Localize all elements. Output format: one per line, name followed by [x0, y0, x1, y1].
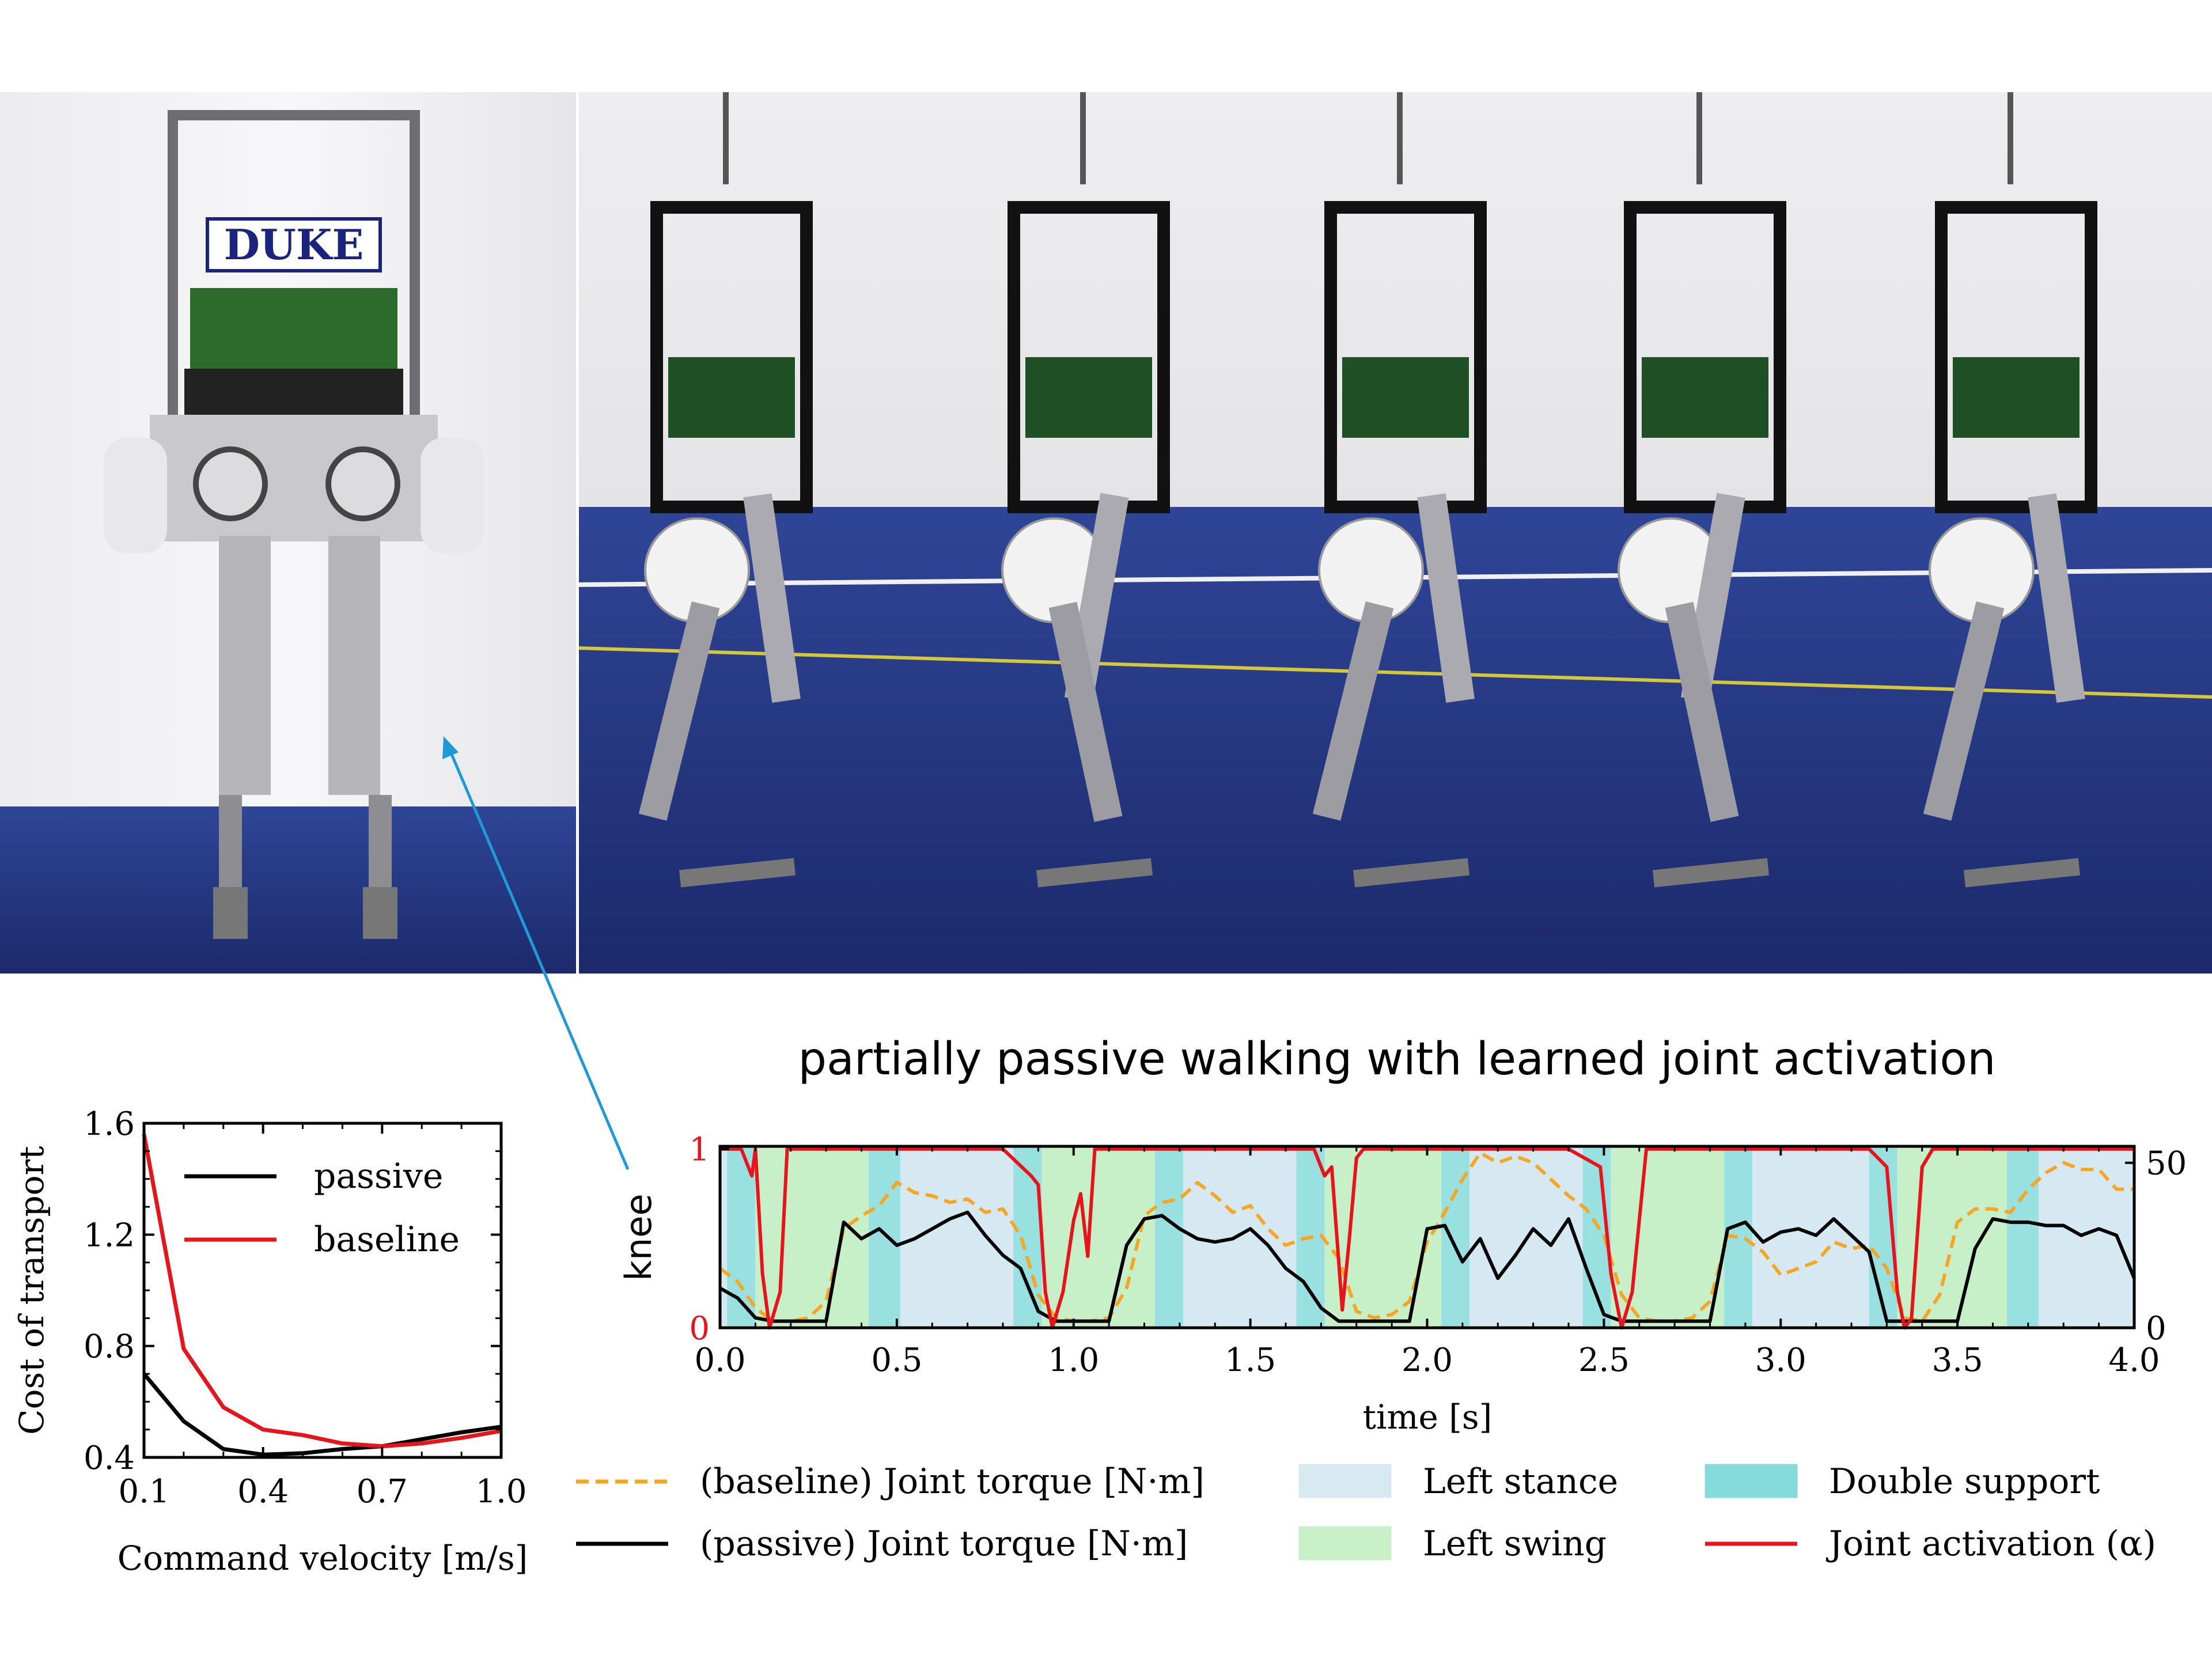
- c2-title: partially passive walking with learned j…: [798, 1033, 1995, 1085]
- robot-leg: [1417, 493, 1475, 703]
- robot-leg: [2028, 493, 2085, 703]
- c2-xtick-label: 0.0: [694, 1342, 745, 1379]
- robot-electronics: [1025, 357, 1152, 438]
- c1-legend: passive baseline: [184, 1156, 460, 1260]
- robot-foot: [1036, 858, 1153, 888]
- c2-xtick-label: 0.5: [871, 1342, 922, 1379]
- c1-xtick-label: 0.7: [357, 1473, 408, 1510]
- c2-legend-label: (baseline) Joint torque [N·m]: [700, 1461, 1205, 1502]
- cost-of-transport-chart: 0.1 0.4 0.7 1.00.40.81.21.6 Command velocit…: [12, 1105, 528, 1578]
- c2-xtick-label: 3.5: [1932, 1342, 1983, 1379]
- c1-xtick-label: 0.1: [118, 1473, 169, 1510]
- c2-phase-stance: [720, 1146, 728, 1328]
- robot-foot: [1652, 858, 1770, 888]
- c1-xtick-label: 1.0: [475, 1473, 527, 1510]
- robot-frame: [1324, 201, 1487, 513]
- robot-leg: [743, 493, 801, 703]
- c2-ylabel: knee: [618, 1194, 660, 1281]
- robot-frame: [1007, 201, 1170, 513]
- robot-leg: [1048, 601, 1123, 822]
- c2-legend-label: Joint activation (α): [1825, 1524, 2156, 1564]
- c2-xtick-label: 2.5: [1578, 1342, 1630, 1379]
- c2-legend-label: Left swing: [1423, 1524, 1607, 1564]
- c2-phase-double: [1154, 1146, 1184, 1328]
- c2-ytick-right-label: 50: [2146, 1145, 2187, 1183]
- robot-leg: [638, 601, 720, 821]
- c2-legend: (baseline) Joint torque [N·m] (passive) J…: [576, 1461, 2156, 1564]
- robot-electronics: [1642, 357, 1768, 438]
- c2-legend-label: Left stance: [1423, 1461, 1618, 1502]
- pointer-arrow: [448, 748, 630, 1170]
- c2-xtick-label: 4.0: [2108, 1342, 2160, 1379]
- c2-xtick-label: 3.0: [1755, 1342, 1806, 1379]
- c2-phase-swing: [755, 1146, 869, 1328]
- c1-series-line-baseline: [142, 1134, 502, 1449]
- c1-ytick-label: 0.8: [84, 1328, 135, 1366]
- c1-legend-label-passive: passive: [314, 1156, 443, 1196]
- robot-frame: [650, 201, 813, 513]
- right-robot-sequence-photo: [578, 92, 2212, 974]
- robot-leg: [1923, 601, 2005, 821]
- c2-phase-double: [1013, 1146, 1042, 1328]
- robot-electronics: [1342, 357, 1469, 438]
- c2-xtick-label: 1.5: [1225, 1342, 1276, 1379]
- photo-panel: DUKE: [0, 92, 2212, 974]
- c2-phase-stance: [1183, 1146, 1297, 1328]
- robot-leg: [1312, 601, 1394, 821]
- c1-legend-label-baseline: baseline: [314, 1219, 460, 1260]
- robot-foot: [1963, 858, 2081, 888]
- c2-phase-double: [868, 1146, 901, 1328]
- c1-xlabel: Command velocity [m/s]: [118, 1539, 528, 1578]
- robot-electronics: [668, 357, 795, 438]
- left-robot-photo: DUKE: [0, 92, 576, 974]
- robot-foot: [679, 858, 796, 888]
- c2-legend-label: Double support: [1829, 1461, 2100, 1502]
- c2-series-line: [720, 1147, 2134, 1330]
- c1-ytick-label: 1.2: [84, 1217, 135, 1254]
- duke-logo: DUKE: [224, 220, 364, 269]
- c1-ylabel: Cost of transport: [12, 1146, 51, 1434]
- knee-time-series-chart: partially passive walking with learned j…: [576, 1033, 2187, 1564]
- c2-xtick-label: 1.0: [1048, 1342, 1099, 1379]
- c2-xlabel: time [s]: [1363, 1397, 1493, 1437]
- robot-frame: [1935, 201, 2097, 513]
- robot-frame: [1624, 201, 1786, 513]
- robot-foot: [1353, 858, 1470, 888]
- c2-phase-stance: [2039, 1146, 2134, 1328]
- c1-ytick-label: 0.4: [84, 1440, 135, 1477]
- c2-legend-swatch: [1298, 1526, 1392, 1560]
- c1-series-line-passive: [142, 1372, 502, 1457]
- c2-xtick-label: 2.0: [1402, 1342, 1453, 1379]
- c2-ytick-right-label: 0: [2146, 1310, 2166, 1347]
- c2-series-line: [719, 1210, 2136, 1323]
- c2-legend-swatch: [1298, 1464, 1392, 1498]
- c2-ytick-left-label: 0: [689, 1310, 710, 1347]
- c2-legend-swatch: [1705, 1464, 1798, 1498]
- pointer-arrow-head: [442, 736, 459, 759]
- c2-ytick-left-label: 1: [689, 1131, 710, 1169]
- c1-xtick-label: 0.4: [237, 1473, 289, 1510]
- robot-leg: [1665, 601, 1739, 822]
- robot-electronics: [1953, 357, 2080, 438]
- c2-phase-double: [2007, 1146, 2039, 1328]
- c2-legend-label: (passive) Joint torque [N·m]: [700, 1524, 1188, 1564]
- c1-ytick-label: 1.6: [84, 1105, 135, 1143]
